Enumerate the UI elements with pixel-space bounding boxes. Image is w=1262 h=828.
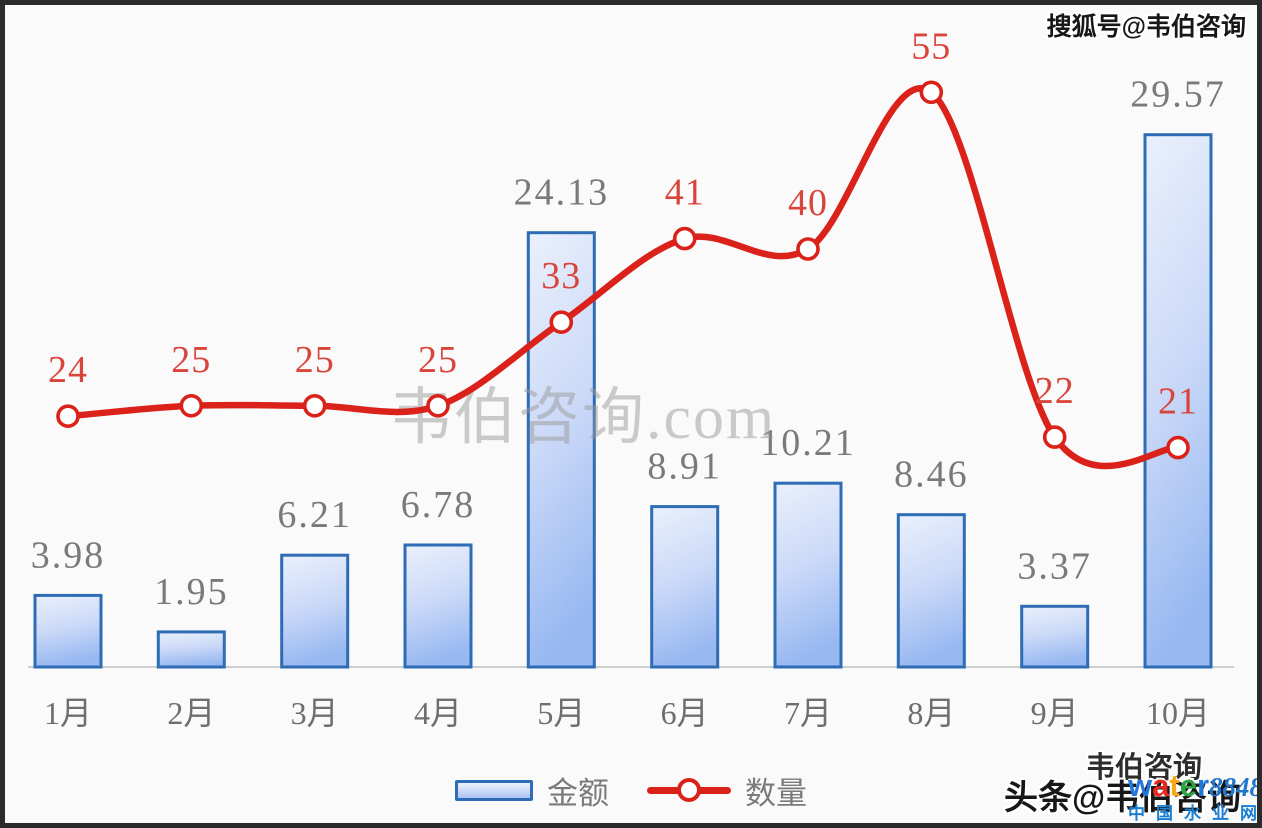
line-value-label-6月: 41 (665, 172, 705, 214)
bar-value-label-7月: 10.21 (760, 422, 856, 464)
x-axis-label-9月: 9月 (1031, 695, 1079, 731)
x-axis-label-5月: 5月 (537, 695, 585, 731)
toutiao-account-watermark: 头条@韦伯咨询 (1004, 779, 1242, 817)
x-axis-label-6月: 6月 (661, 695, 709, 731)
weber-consulting-ghost-watermark: 韦伯咨询 (1086, 752, 1203, 784)
line-marker-4月 (426, 393, 450, 418)
logo-letter-w: w (1128, 768, 1153, 803)
logo-letter-r: r (1196, 768, 1210, 803)
line-value-label-9月: 22 (1035, 370, 1075, 412)
line-marker-7月 (796, 237, 820, 261)
bar-value-label-8月: 8.46 (894, 454, 969, 496)
line-marker-6月 (672, 226, 697, 251)
line-marker-8月 (919, 80, 944, 105)
bar-value-label-2月: 1.95 (154, 571, 229, 613)
bar-7月 (773, 481, 843, 669)
line-marker-9月 (1042, 425, 1067, 449)
logo-letter-t: t (1169, 768, 1180, 803)
bar-value-label-4月: 6.78 (401, 484, 476, 526)
bar-1月 (33, 593, 103, 669)
center-watermark: 韦伯咨询.com (390, 384, 777, 452)
x-axis-label-2月: 2月 (167, 695, 215, 731)
x-axis-label-8月: 8月 (907, 695, 955, 731)
logo-letter-e: e (1179, 768, 1197, 803)
bar-4月 (403, 543, 473, 669)
china-water-network-label: 中国水业网 (1128, 804, 1262, 823)
x-axis-label-3月: 3月 (291, 695, 339, 731)
water8848-wordmark: water8848.com (1128, 770, 1262, 801)
line-marker-2月 (179, 393, 204, 418)
bar-value-label-10月: 29.57 (1130, 74, 1226, 116)
x-axis-label-7月: 7月 (784, 695, 832, 731)
quantity-line (64, 85, 1182, 470)
chart-legend: 金额 数量 (455, 772, 807, 811)
bar-2月 (156, 630, 226, 669)
bar-3月 (280, 553, 350, 669)
line-value-label-8月: 55 (911, 25, 951, 67)
bar-value-label-9月: 3.37 (1017, 545, 1092, 587)
bar-6月 (650, 505, 720, 669)
x-axis-label-10月: 10月 (1146, 695, 1210, 731)
quantity-legend-label: 数量 (745, 775, 807, 811)
line-value-label-1月: 24 (48, 349, 88, 391)
line-marker-10月 (1166, 435, 1190, 460)
line-marker-5月 (549, 310, 574, 335)
bar-value-label-6月: 8.91 (647, 446, 722, 488)
line-value-label-5月: 33 (541, 255, 581, 297)
bar-9月 (1020, 604, 1090, 669)
x-axis-label-4月: 4月 (414, 695, 462, 731)
line-value-label-7月: 40 (788, 182, 828, 224)
line-value-label-4月: 25 (418, 339, 458, 381)
x-axis-label-1月: 1月 (44, 695, 92, 731)
sohu-account-watermark: 搜狐号@韦伯咨询 (1046, 13, 1246, 41)
line-value-label-3月: 25 (295, 339, 335, 381)
line-marker-1月 (56, 404, 80, 429)
line-value-label-10月: 21 (1158, 381, 1198, 423)
logo-number: 8848 (1209, 772, 1262, 802)
water8848-logo: water8848.com 中国水业网 (1128, 770, 1262, 822)
bar-value-label-1月: 3.98 (31, 534, 106, 576)
logo-letter-a: a (1152, 768, 1170, 803)
legend-circle-marker-icon (677, 778, 701, 802)
line-marker-3月 (302, 393, 327, 418)
amount-legend-swatch-icon (455, 779, 533, 801)
bar-value-label-3月: 6.21 (277, 494, 352, 536)
amount-legend-label: 金额 (547, 775, 609, 811)
bar-10月 (1143, 133, 1213, 669)
bar-8月 (896, 513, 966, 669)
line-value-label-2月: 25 (171, 339, 211, 381)
water-wordmark: water (1128, 770, 1209, 801)
bar-value-label-5月: 24.13 (514, 172, 610, 214)
quantity-legend-marker-icon (647, 778, 731, 802)
